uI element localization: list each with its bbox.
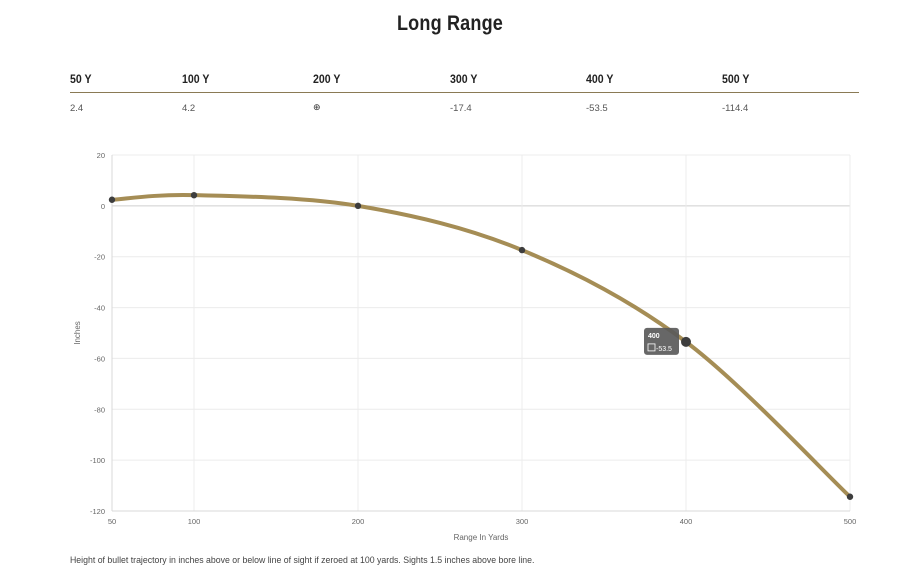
data-point: [681, 336, 691, 347]
header-50y: 50 Y: [70, 72, 92, 86]
data-point: [518, 246, 526, 254]
x-tick-label: 400: [680, 517, 693, 526]
y-tick-label: 0: [101, 202, 105, 211]
data-point: [846, 493, 854, 500]
tooltip-swatch: [647, 343, 656, 352]
y-tick-label: -60: [94, 354, 105, 363]
table-header-row: 50 Y 100 Y 200 Y 300 Y 400 Y 500 Y: [70, 66, 859, 93]
data-point: [354, 202, 362, 210]
y-tick-label: -80: [94, 405, 105, 414]
data-points: [108, 191, 854, 500]
chart-grid: [111, 154, 851, 512]
x-tick-label: 500: [844, 517, 857, 526]
header-300y: 300 Y: [450, 72, 478, 86]
x-tick-label: 300: [516, 517, 529, 526]
trajectory-table: 50 Y 100 Y 200 Y 300 Y 400 Y 500 Y 2.4 4…: [70, 66, 859, 123]
value-50y: 2.4: [70, 103, 84, 114]
header-100y: 100 Y: [182, 72, 210, 86]
header-400y: 400 Y: [586, 72, 614, 86]
chart-caption: Height of bullet trajectory in inches ab…: [70, 555, 535, 566]
tooltip-value: -53.5: [656, 346, 672, 353]
hover-tooltip: 400 -53.5: [644, 327, 679, 355]
y-tick-label: -20: [94, 253, 105, 262]
value-100y: 4.2: [182, 103, 196, 114]
value-400y: -53.5: [586, 103, 608, 114]
x-tick-label: 100: [188, 517, 201, 526]
data-point: [190, 191, 198, 199]
table-row: 2.4 4.2 ⊕ -17.4 -53.5 -114.4: [70, 93, 859, 123]
value-200y-zero-crosshair-icon: ⊕: [313, 103, 321, 113]
y-tick-label: -100: [90, 456, 105, 465]
y-tick-label: 20: [97, 151, 105, 160]
header-200y: 200 Y: [313, 72, 341, 86]
y-axis-label: Inches: [73, 321, 82, 345]
data-point: [108, 196, 116, 203]
x-tick-label: 200: [352, 517, 365, 526]
y-tick-label: -120: [90, 507, 105, 516]
header-500y: 500 Y: [722, 72, 750, 86]
value-300y: -17.4: [450, 103, 472, 114]
trajectory-line: [110, 193, 852, 499]
tooltip-title: 400: [648, 333, 660, 340]
value-500y: -114.4: [722, 103, 749, 114]
page-title: Long Range: [396, 12, 504, 35]
x-tick-label: 50: [108, 517, 116, 526]
tooltip-box: [644, 327, 679, 355]
x-axis-label: Range In Yards: [454, 533, 509, 542]
y-tick-label: -40: [94, 304, 105, 313]
